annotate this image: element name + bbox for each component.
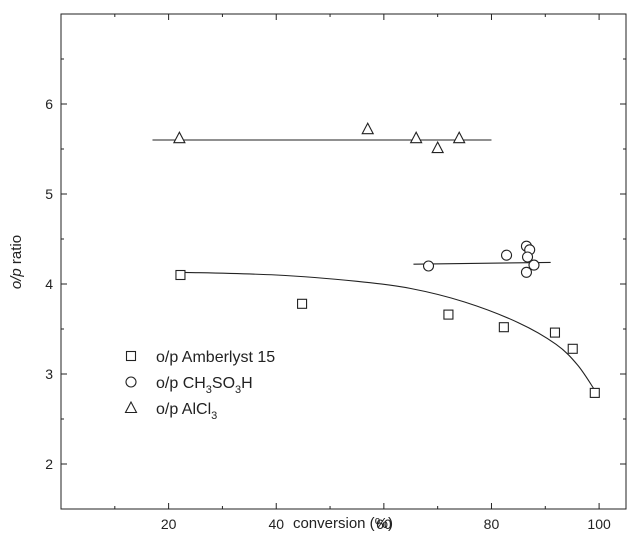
x-tick-label: 60 xyxy=(376,516,392,532)
fit-lines xyxy=(152,139,596,391)
legend-marker-triangle xyxy=(124,400,138,414)
legend-marker-circle xyxy=(125,376,137,388)
fit-line-circle xyxy=(413,261,551,265)
data-point-square xyxy=(297,298,308,309)
plot-frame xyxy=(60,13,627,510)
data-point-triangle xyxy=(361,122,375,135)
y-tick-label: 2 xyxy=(45,456,53,472)
data-point-square xyxy=(443,309,454,320)
legend-label-part: o/p AlCl xyxy=(156,401,211,418)
data-point-circle xyxy=(521,251,534,263)
data-point-square xyxy=(549,327,561,338)
y-axis-title: o/p ratio xyxy=(8,235,25,289)
legend-marker-square xyxy=(125,350,137,362)
data-point-circle xyxy=(528,259,540,271)
data-point-circle xyxy=(520,266,533,278)
legend-label: o/p Amberlyst 15 xyxy=(156,349,275,366)
legend-label-subscript: 3 xyxy=(211,410,217,422)
data-point-square xyxy=(498,322,509,333)
data-point-square xyxy=(589,387,600,398)
legend-label-subscript: 3 xyxy=(206,384,212,396)
legend-label-part: SO xyxy=(212,375,235,392)
y-tick-label: 6 xyxy=(45,96,53,112)
y-tick-label: 4 xyxy=(45,276,53,292)
data-point-circle xyxy=(500,249,513,261)
data-point-triangle xyxy=(409,131,423,144)
legend-label-part: o/p Amberlyst 15 xyxy=(156,349,275,366)
x-tick-label: 80 xyxy=(484,516,500,532)
data-point-triangle xyxy=(452,131,466,144)
y-axis-title-italic: o/p xyxy=(8,268,25,289)
y-axis-title-rest: ratio xyxy=(8,235,25,268)
data-point-triangle xyxy=(172,131,186,144)
legend-label: o/p CH3SO3H xyxy=(156,375,253,396)
data-point-square xyxy=(175,269,186,281)
legend-label-subscript: 3 xyxy=(235,384,241,396)
legend-label: o/p AlCl3 xyxy=(156,401,217,422)
y-tick-label: 3 xyxy=(45,366,53,382)
x-tick-label: 20 xyxy=(161,516,177,532)
y-tick-label: 5 xyxy=(45,186,53,202)
x-tick-label: 100 xyxy=(587,516,611,532)
x-axis-title: conversion (%) xyxy=(293,515,393,532)
legend-label-part: H xyxy=(241,375,253,392)
legend-label-part: o/p CH xyxy=(156,375,206,392)
data-point-square xyxy=(567,343,578,354)
axis-ticks: 20 40 60 80 100 2 3 4 5 6 xyxy=(45,14,626,532)
x-tick-label: 40 xyxy=(268,516,284,532)
data-points xyxy=(172,122,600,398)
data-point-circle xyxy=(422,260,435,272)
data-point-triangle xyxy=(431,140,445,154)
fit-line-square xyxy=(180,271,596,391)
